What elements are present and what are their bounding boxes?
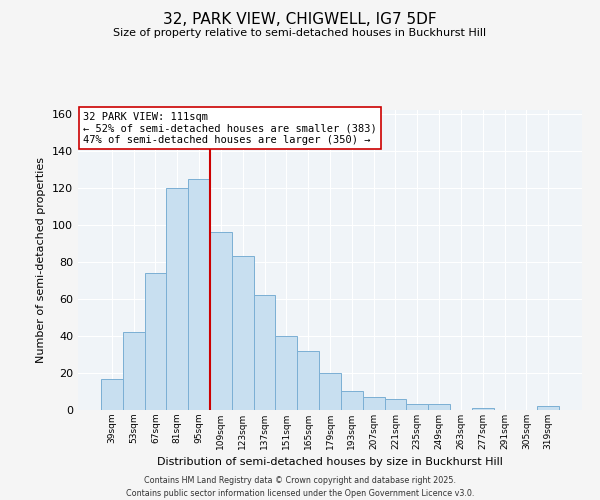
Bar: [428, 404, 450, 410]
Bar: [232, 256, 254, 410]
Bar: [145, 273, 166, 410]
Bar: [101, 378, 123, 410]
Bar: [537, 406, 559, 410]
Bar: [254, 295, 275, 410]
Bar: [275, 336, 297, 410]
Y-axis label: Number of semi-detached properties: Number of semi-detached properties: [37, 157, 46, 363]
Bar: [297, 350, 319, 410]
Bar: [188, 178, 210, 410]
Text: 32 PARK VIEW: 111sqm
← 52% of semi-detached houses are smaller (383)
47% of semi: 32 PARK VIEW: 111sqm ← 52% of semi-detac…: [83, 112, 377, 144]
Bar: [319, 373, 341, 410]
Bar: [210, 232, 232, 410]
Bar: [123, 332, 145, 410]
Bar: [341, 392, 363, 410]
Bar: [166, 188, 188, 410]
Text: Contains HM Land Registry data © Crown copyright and database right 2025.
Contai: Contains HM Land Registry data © Crown c…: [126, 476, 474, 498]
Bar: [406, 404, 428, 410]
X-axis label: Distribution of semi-detached houses by size in Buckhurst Hill: Distribution of semi-detached houses by …: [157, 458, 503, 468]
Bar: [363, 397, 385, 410]
Bar: [385, 399, 406, 410]
Bar: [472, 408, 494, 410]
Text: Size of property relative to semi-detached houses in Buckhurst Hill: Size of property relative to semi-detach…: [113, 28, 487, 38]
Text: 32, PARK VIEW, CHIGWELL, IG7 5DF: 32, PARK VIEW, CHIGWELL, IG7 5DF: [163, 12, 437, 28]
